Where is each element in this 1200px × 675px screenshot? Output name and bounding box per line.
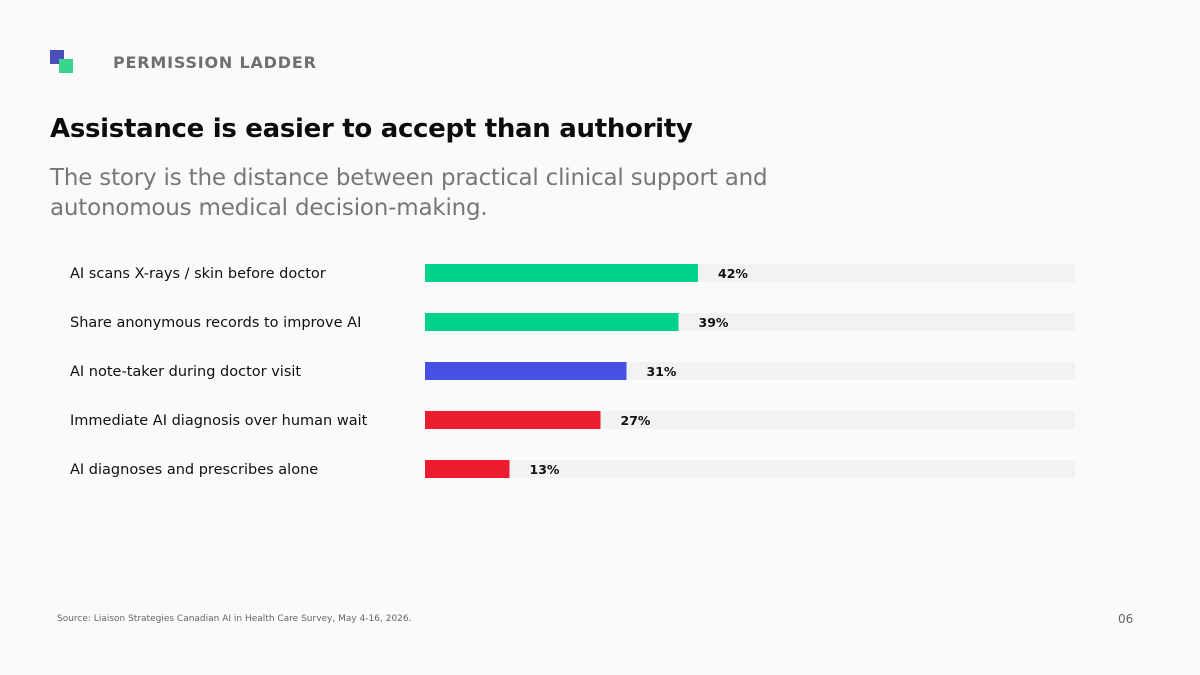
value-label: 39% <box>699 315 729 330</box>
value-label: 27% <box>621 413 651 428</box>
bar <box>425 264 698 282</box>
value-label: 42% <box>718 266 748 281</box>
category-label: Immediate AI diagnosis over human wait <box>70 413 368 429</box>
bar-track <box>425 460 1075 478</box>
page-subtitle: The story is the distance between practi… <box>50 165 768 221</box>
bar <box>425 362 627 380</box>
bar <box>425 411 601 429</box>
bar <box>425 313 679 331</box>
category-label: Share anonymous records to improve AI <box>70 315 361 331</box>
value-label: 13% <box>530 462 560 477</box>
bar <box>425 460 510 478</box>
category-label: AI diagnoses and prescribes alone <box>70 462 318 478</box>
page-title: Assistance is easier to accept than auth… <box>50 114 693 144</box>
brand-logo-icon <box>50 50 74 74</box>
category-label: AI note-taker during doctor visit <box>70 364 301 380</box>
page-number: 06 <box>1118 612 1134 626</box>
section-kicker: PERMISSION LADDER <box>113 53 317 72</box>
logo-square-secondary <box>59 59 73 73</box>
bar-chart: AI scans X-rays / skin before doctor 42% S… <box>70 264 1075 478</box>
source-note: Source: Liaison Strategies Canadian AI i… <box>57 614 412 624</box>
category-label: AI scans X-rays / skin before doctor <box>70 266 326 282</box>
value-label: 31% <box>647 364 677 379</box>
